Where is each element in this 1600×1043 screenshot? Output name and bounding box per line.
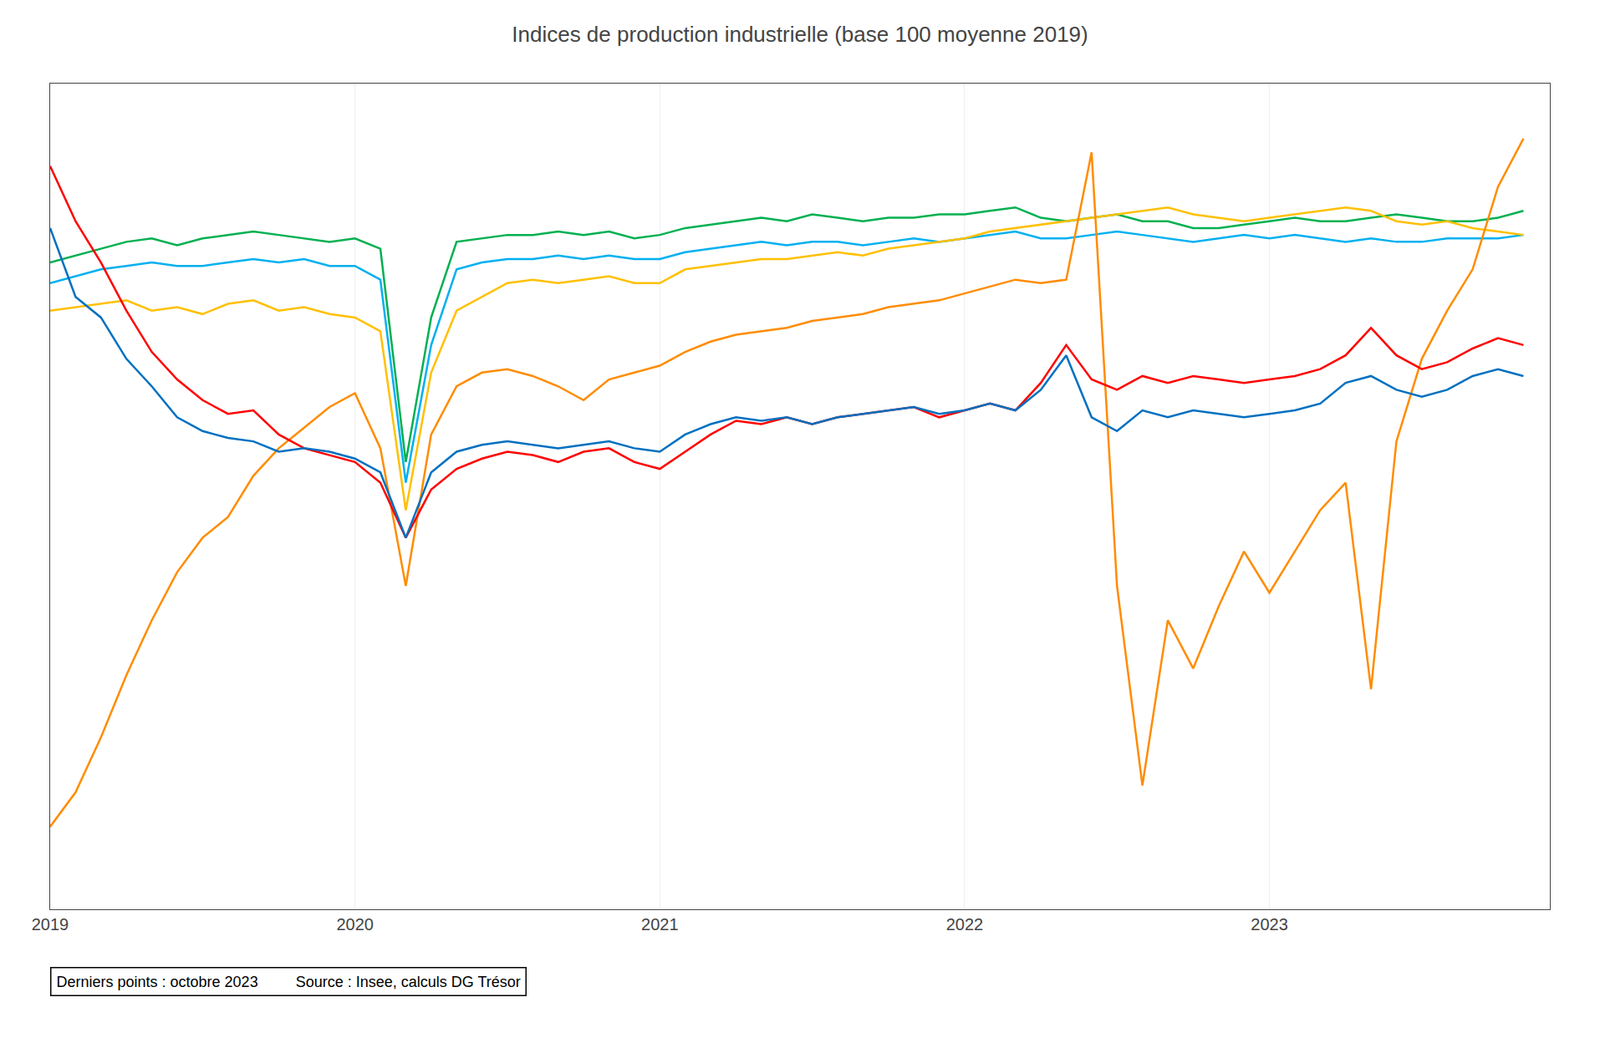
svg-text:2021: 2021	[641, 915, 679, 934]
svg-text:2020: 2020	[336, 915, 374, 934]
svg-text:Derniers points : octobre 2023: Derniers points : octobre 2023 Source : …	[56, 973, 521, 991]
svg-text:2023: 2023	[1250, 915, 1289, 934]
svg-text:2022: 2022	[946, 915, 984, 934]
svg-text:Indices de production industri: Indices de production industrielle (base…	[511, 21, 1088, 47]
svg-text:2019: 2019	[31, 915, 70, 934]
